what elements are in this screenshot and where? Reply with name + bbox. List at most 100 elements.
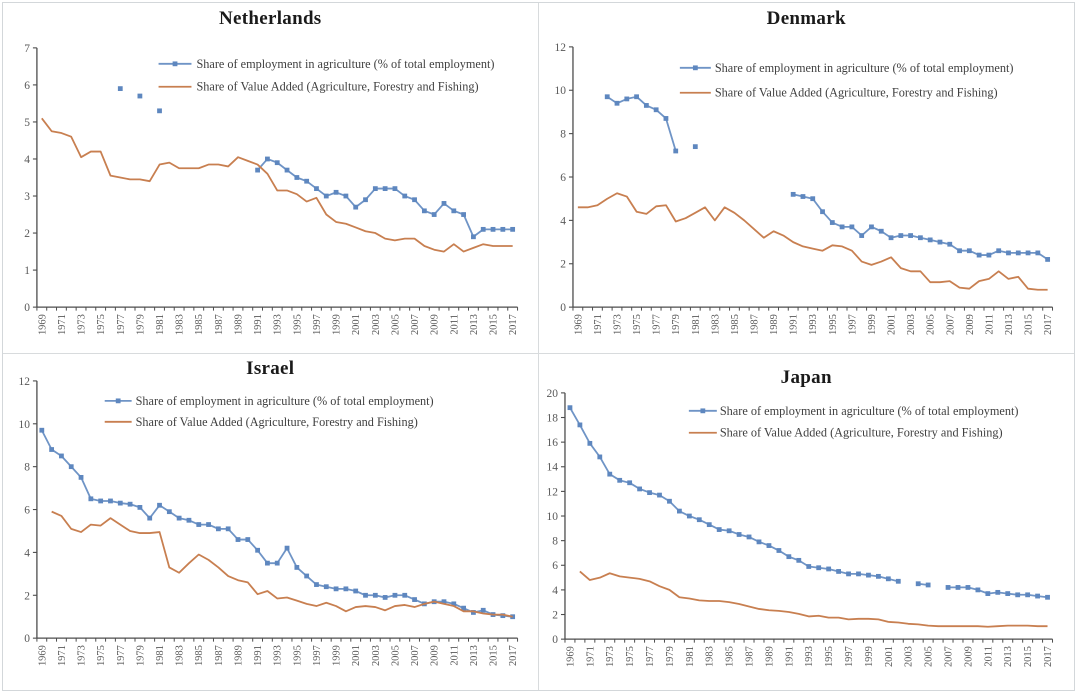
x-tick-label: 1971 bbox=[57, 314, 68, 335]
employment-marker bbox=[756, 539, 761, 545]
employment-marker bbox=[994, 589, 1000, 595]
employment-marker bbox=[965, 585, 970, 590]
y-tick-label: 0 bbox=[24, 633, 30, 645]
employment-marker bbox=[1014, 592, 1020, 598]
employment-marker bbox=[412, 197, 417, 203]
employment-marker bbox=[1005, 250, 1011, 256]
x-tick-label: 1975 bbox=[96, 314, 107, 335]
x-tick-label: 2001 bbox=[886, 314, 897, 335]
japan-chart: 0 2 4 6 8 10 12 14 16 18 20 1969 1971 1973 1975 1977 197… bbox=[546, 388, 1054, 667]
x-tick-label: 2013 bbox=[469, 314, 480, 335]
employment-marker bbox=[343, 586, 349, 592]
employment-marker bbox=[616, 477, 622, 483]
legend-employment-label: Share of employment in agriculture (% of… bbox=[196, 57, 494, 71]
x-tick-label: 1983 bbox=[175, 645, 186, 666]
employment-marker bbox=[696, 517, 702, 523]
x-tick-label: 1997 bbox=[312, 314, 323, 335]
employment-marker bbox=[984, 591, 990, 596]
y-tick-label: 2 bbox=[24, 228, 30, 240]
y-tick-label: 2 bbox=[552, 610, 558, 622]
employment-marker bbox=[895, 578, 901, 584]
employment-series bbox=[256, 158, 513, 238]
x-tick-label: 2007 bbox=[943, 646, 954, 667]
employment-marker bbox=[117, 500, 123, 506]
legend-employment-marker bbox=[699, 408, 705, 414]
x-tick-label: 1999 bbox=[332, 645, 343, 666]
employment-marker bbox=[925, 582, 931, 588]
x-tick-label: 1991 bbox=[784, 646, 795, 667]
employment-marker bbox=[596, 454, 602, 460]
y-tick-label: 4 bbox=[24, 154, 30, 166]
employment-marker bbox=[225, 526, 231, 532]
x-tick-label: 1969 bbox=[573, 314, 584, 335]
value-added-series bbox=[51, 510, 513, 618]
y-tick-label: 6 bbox=[560, 172, 566, 184]
employment-marker bbox=[666, 498, 672, 504]
x-tick-label: 2005 bbox=[390, 645, 401, 666]
employment-marker bbox=[636, 486, 642, 492]
x-tick-label: 1983 bbox=[175, 314, 186, 335]
x-tick-label: 1993 bbox=[273, 314, 284, 335]
employment-marker bbox=[716, 527, 722, 532]
employment-marker bbox=[746, 534, 751, 540]
x-tick-label: 2003 bbox=[371, 645, 382, 666]
employment-marker bbox=[676, 508, 682, 514]
x-tick-label: 1999 bbox=[332, 314, 343, 335]
employment-marker bbox=[392, 186, 398, 192]
chart-panel-netherlands: Netherlands 0 1 2 3 4 5 6 7 1969 1971 1973 1975 1977… bbox=[3, 3, 539, 354]
employment-marker bbox=[809, 196, 815, 202]
chart-title-netherlands: Netherlands bbox=[218, 8, 322, 29]
employment-marker bbox=[1024, 592, 1030, 598]
x-tick-label: 1985 bbox=[729, 314, 740, 335]
employment-marker bbox=[323, 584, 329, 590]
employment-marker bbox=[314, 186, 319, 192]
denmark-chart: 0 2 4 6 8 10 12 1969 1971 1973 1975 1977 1979 1981 198… bbox=[554, 42, 1054, 335]
y-tick-label: 12 bbox=[546, 486, 558, 498]
x-tick-label: 1989 bbox=[764, 646, 775, 667]
y-tick-label: 2 bbox=[24, 590, 30, 602]
employment-marker bbox=[955, 585, 960, 590]
x-tick-label: 1969 bbox=[37, 314, 48, 335]
x-tick-label: 2017 bbox=[1043, 646, 1054, 667]
employment-marker bbox=[304, 573, 310, 579]
employment-marker bbox=[274, 560, 280, 566]
employment-marker bbox=[868, 224, 874, 230]
x-tick-label: 1985 bbox=[194, 314, 205, 335]
legend-employment-label: Share of employment in agriculture (% of… bbox=[719, 404, 1018, 418]
y-tick-label: 10 bbox=[18, 419, 30, 431]
employment-marker bbox=[363, 197, 368, 203]
x-tick-label: 1993 bbox=[804, 646, 815, 667]
employment-marker bbox=[995, 248, 1001, 254]
legend-value-added-label: Share of Value Added (Agriculture, Fores… bbox=[136, 415, 418, 429]
x-tick-label: 1979 bbox=[135, 314, 146, 335]
x-tick-label: 1973 bbox=[77, 314, 88, 335]
chart-title-japan: Japan bbox=[780, 367, 832, 388]
employment-marker bbox=[917, 235, 923, 241]
x-tick-label: 1993 bbox=[273, 645, 284, 666]
legend-employment-label: Share of employment in agriculture (% of… bbox=[714, 61, 1013, 75]
netherlands-chart: 0 1 2 3 4 5 6 7 1969 1971 1973 1975 1977 1979 1981 1983… bbox=[24, 43, 519, 335]
employment-marker bbox=[333, 586, 339, 592]
y-tick-label: 14 bbox=[546, 462, 558, 474]
y-tick-label: 8 bbox=[24, 462, 30, 474]
employment-marker bbox=[284, 545, 290, 551]
employment-marker bbox=[656, 492, 662, 498]
x-tick-label: 1979 bbox=[664, 646, 675, 667]
employment-marker bbox=[235, 537, 241, 542]
x-tick-label: 1991 bbox=[788, 314, 799, 335]
x-tick-label: 2001 bbox=[351, 645, 362, 666]
employment-marker bbox=[974, 587, 980, 593]
employment-marker bbox=[451, 208, 457, 214]
x-tick-label: 1981 bbox=[690, 314, 701, 335]
employment-marker bbox=[471, 610, 476, 615]
x-tick-label: 1973 bbox=[77, 645, 88, 666]
employment-marker bbox=[382, 595, 388, 600]
employment-marker bbox=[441, 599, 447, 605]
employment-marker bbox=[333, 189, 339, 195]
legend-value-added-label: Share of Value Added (Agriculture, Fores… bbox=[196, 80, 478, 94]
x-tick-label: 1969 bbox=[565, 646, 576, 667]
legend-employment-marker bbox=[692, 65, 698, 71]
y-tick-label: 12 bbox=[18, 376, 30, 388]
x-tick-label: 1979 bbox=[135, 645, 146, 666]
x-tick-label: 1973 bbox=[612, 314, 623, 335]
